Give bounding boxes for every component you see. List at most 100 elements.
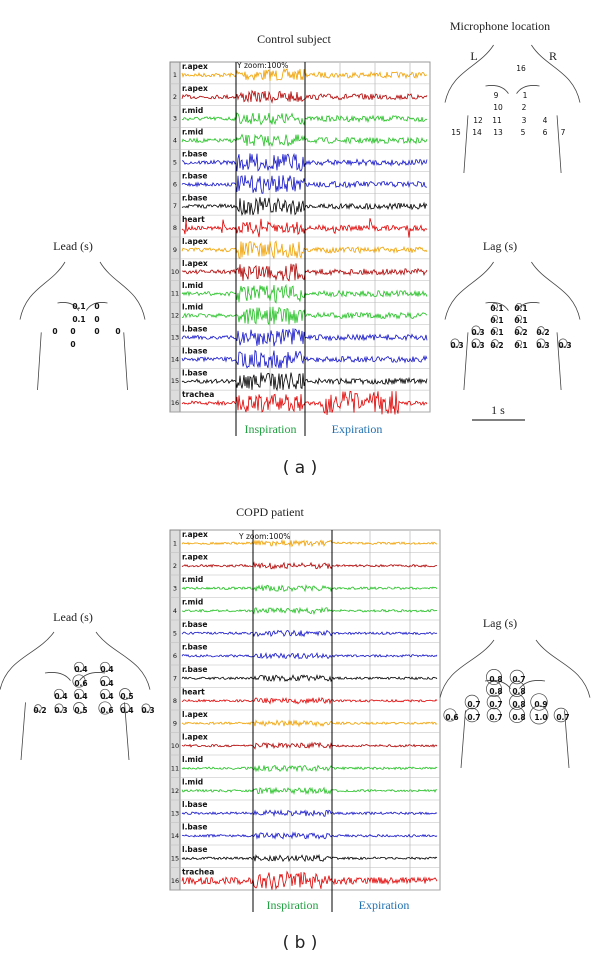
channel-number: 12 <box>171 312 179 320</box>
lag-value: 0.6 <box>445 713 458 722</box>
channel-label: trachea <box>182 390 214 399</box>
channel-number: 5 <box>173 158 177 166</box>
lead-value: 0.5 <box>74 706 87 715</box>
channel-label: l.mid <box>182 755 203 764</box>
lag-value: 0.7 <box>467 700 480 709</box>
value-circle <box>529 705 549 725</box>
value-circle <box>486 707 502 723</box>
mic-number: 13 <box>493 128 503 137</box>
panel-title: Control subject <box>257 32 331 46</box>
channel-label: r.base <box>182 620 207 629</box>
mic-number: 16 <box>516 64 526 73</box>
lag-value: 0.8 <box>512 700 525 709</box>
value-circle <box>509 681 525 697</box>
lag-value: 0.1 <box>514 341 527 350</box>
torso-outline <box>444 44 581 174</box>
lead-value: 0.4 <box>74 665 87 674</box>
torso-outline <box>19 261 146 391</box>
lead-value: 0.4 <box>54 692 67 701</box>
channel-label: r.mid <box>182 106 203 115</box>
value-circle <box>53 688 65 700</box>
channel-label: r.mid <box>182 598 203 607</box>
mic-number: 14 <box>472 128 482 137</box>
lag-value: 0.3 <box>558 341 571 350</box>
lag-title: Lag (s) <box>483 239 517 253</box>
lead-value: 0.3 <box>54 706 67 715</box>
channel-label: l.mid <box>182 303 203 312</box>
mic-number: 6 <box>543 128 548 137</box>
lead-value: 0.1 <box>72 315 85 324</box>
value-circle <box>491 302 499 310</box>
mic-right: R <box>549 49 557 63</box>
lag-value: 0.3 <box>536 341 549 350</box>
panel-caption: ( b ) <box>283 933 318 953</box>
lead-value: 0.6 <box>74 679 87 688</box>
value-circle <box>73 688 85 700</box>
channel-label: r.base <box>182 171 207 180</box>
channel-label: r.apex <box>182 84 208 93</box>
channel-label: l.apex <box>182 733 208 742</box>
waveform <box>181 538 438 548</box>
mic-number: 15 <box>451 128 461 137</box>
lead-value: 0.6 <box>100 706 113 715</box>
mic-number: 11 <box>492 116 502 125</box>
lag-value: 0.7 <box>489 713 502 722</box>
phase-label: Inspiration <box>267 898 319 912</box>
waveform <box>181 674 438 683</box>
channel-label: r.base <box>182 193 207 202</box>
value-circle <box>119 702 131 714</box>
channel-number: 15 <box>171 377 179 385</box>
channel-number: 11 <box>171 764 179 772</box>
scale-label: 1 s <box>491 403 505 417</box>
value-circle <box>486 694 502 710</box>
channel-label: r.apex <box>182 530 208 539</box>
channel-number: 9 <box>173 246 177 254</box>
waveform <box>181 741 438 750</box>
value-circle <box>486 681 502 697</box>
waveform <box>181 651 438 660</box>
channel-number: 8 <box>173 224 177 232</box>
mic-number: 2 <box>522 103 527 112</box>
value-circle <box>515 314 523 322</box>
value-circle <box>73 661 85 673</box>
lag-value: 0.8 <box>512 713 525 722</box>
torso-outline <box>439 639 591 769</box>
lag-value: 0.8 <box>512 687 525 696</box>
value-circle <box>99 688 111 700</box>
lag-value: 0.7 <box>489 700 502 709</box>
lag-value: 0.2 <box>514 328 527 337</box>
mic-number: 1 <box>523 91 528 100</box>
channel-number: 6 <box>173 180 177 188</box>
channel-number: 9 <box>173 719 177 727</box>
lag-value: 0.7 <box>512 675 525 684</box>
value-circle <box>99 661 111 673</box>
phase-label: Expiration <box>332 422 383 436</box>
value-circle <box>491 314 499 322</box>
lead-title: Lead (s) <box>53 239 93 253</box>
waveform <box>181 764 438 773</box>
lag-value: 0.2 <box>536 328 549 337</box>
value-circle <box>491 339 499 347</box>
lag-value: 0.1 <box>490 304 503 313</box>
channel-label: r.mid <box>182 575 203 584</box>
channel-number: 12 <box>171 787 179 795</box>
mic-number: 7 <box>561 128 566 137</box>
channel-number: 7 <box>173 202 177 210</box>
waveform <box>181 870 438 891</box>
value-circle <box>515 339 523 347</box>
lag-value: 0.8 <box>489 687 502 696</box>
lag-value: 0.8 <box>489 675 502 684</box>
lag-value: 0.3 <box>450 341 463 350</box>
torso-outline <box>444 261 581 391</box>
channel-number: 13 <box>171 809 179 817</box>
mic-number: 5 <box>521 128 526 137</box>
value-circle <box>54 703 64 713</box>
lag-value: 0.3 <box>471 328 484 337</box>
lag-value: 0.7 <box>467 713 480 722</box>
value-circle <box>73 702 85 714</box>
mic-left: L <box>470 49 477 63</box>
value-circle <box>509 669 525 685</box>
value-circle <box>515 326 523 334</box>
